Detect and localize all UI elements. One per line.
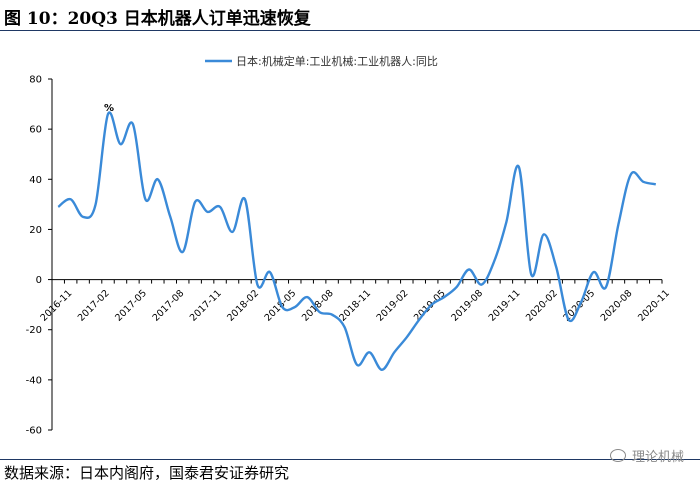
series-line [57, 111, 657, 371]
source-note: 数据来源：日本内阁府，国泰君安证券研究 [4, 464, 290, 482]
x-tick-label: 2019-02 [375, 288, 411, 324]
legend-label: 日本:机械定单:工业机械:工业机器人:同比 [236, 54, 438, 68]
x-tick-label: 2018-02 [225, 288, 261, 324]
wechat-icon [609, 449, 626, 462]
x-tick-label: 2020-08 [599, 288, 635, 324]
legend: 日本:机械定单:工业机械:工业机器人:同比 [205, 54, 438, 68]
x-tick-label: 2017-02 [76, 288, 112, 324]
source-rule [0, 459, 700, 460]
watermark-text: 理论机械 [631, 450, 684, 465]
x-tick-label: 2020-11 [636, 288, 672, 324]
y-tick-label: -60 [26, 426, 42, 437]
x-tick-label: 2017-05 [113, 288, 149, 324]
x-tick-label: 2020-02 [524, 288, 560, 324]
x-axis: 2016-11 2017-02 2017-05 2017-08 2017-11 2018-… [39, 279, 672, 324]
x-tick-label: 2018-11 [337, 288, 373, 324]
x-tick-label: 2016-11 [39, 288, 75, 324]
y-tick-label: -20 [26, 325, 42, 336]
y-axis: 80 60 40 20 0 -20 -40 -60 [26, 75, 53, 437]
y-tick-label: 40 [29, 175, 42, 186]
x-tick-label: 2017-11 [188, 288, 224, 324]
watermark: 理论机械 [609, 446, 684, 465]
x-tick-label: 2017-08 [151, 288, 187, 324]
y-tick-label: 80 [29, 75, 42, 86]
y-tick-label: 60 [29, 125, 42, 136]
title-rule [0, 30, 700, 31]
y-tick-label: 20 [29, 225, 42, 236]
line-chart: 80 60 40 20 0 -20 -40 -60 2016-11 2017-02 2017-05… [26, 54, 672, 437]
y-tick-label: -40 [26, 375, 42, 386]
unit-annotation: % [104, 103, 114, 114]
x-tick-label: 2018-08 [300, 288, 336, 324]
y-tick-label: 0 [36, 275, 42, 286]
series-line-group [57, 111, 657, 371]
x-tick-label: 2019-08 [449, 288, 485, 324]
figure-title: 图 10：20Q3 日本机器人订单迅速恢复 [4, 9, 311, 29]
x-tick-label: 2019-11 [487, 288, 523, 324]
